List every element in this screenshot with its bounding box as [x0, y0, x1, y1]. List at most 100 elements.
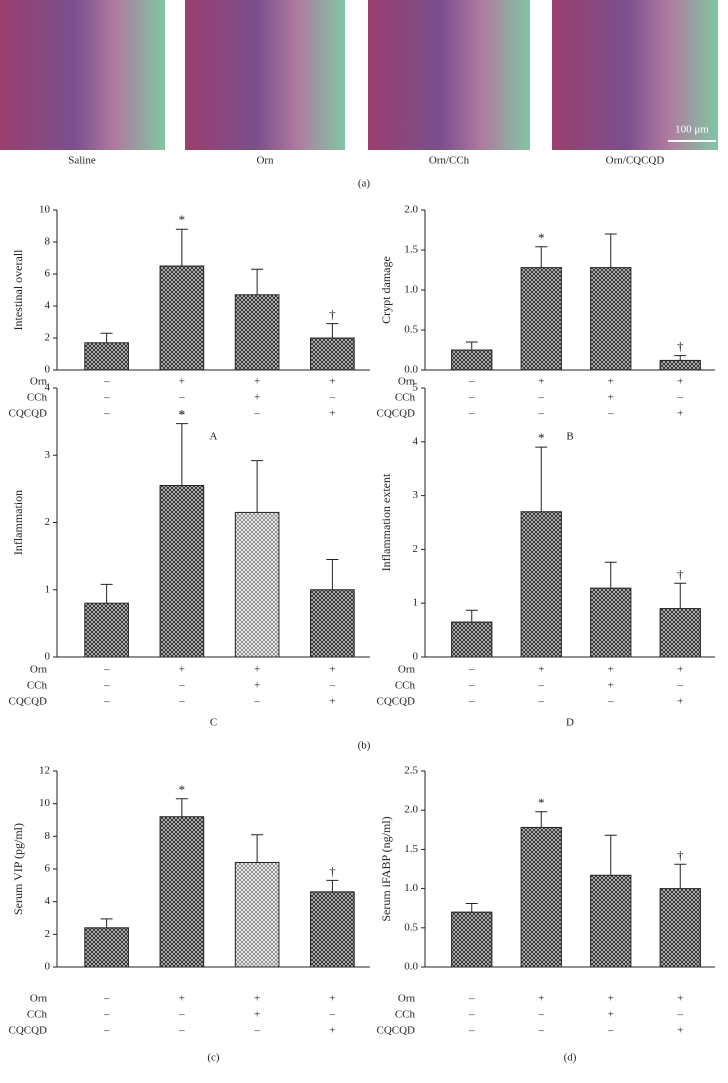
bar — [234, 861, 280, 968]
treatment-sign: + — [329, 1025, 335, 1037]
treatment-sign: – — [253, 1025, 260, 1037]
treatment-name: CCh — [395, 1009, 416, 1021]
treatment-sign: + — [179, 376, 185, 388]
error-bar — [535, 811, 548, 828]
y-tick-label: 3 — [413, 489, 419, 501]
bar — [590, 587, 632, 658]
y-tick-label: 1.0 — [404, 284, 418, 296]
bar — [451, 911, 493, 968]
treatment-sign: – — [468, 1009, 475, 1021]
image-label: Orn/CQCQD — [606, 155, 665, 167]
treatment-sign: + — [608, 376, 614, 388]
error-bar — [100, 583, 113, 604]
treatment-sign: – — [103, 392, 110, 404]
y-tick-label: 1 — [45, 583, 51, 595]
y-tick-label: 4 — [413, 435, 419, 447]
treatment-sign: – — [103, 696, 110, 708]
treatment-sign: – — [329, 680, 336, 692]
treatment-sign: + — [329, 408, 335, 420]
bar-chart: 01234Inflammation–––*+––++–+–+OrnCChCQCQ… — [8, 382, 370, 729]
significance-marker: * — [179, 407, 186, 422]
bar — [451, 621, 493, 658]
bar — [84, 602, 129, 658]
significance-marker: † — [677, 847, 684, 862]
treatment-sign: – — [538, 680, 545, 692]
y-tick-label: 5 — [413, 382, 419, 394]
y-axis-label: Inflammation extent — [379, 473, 393, 571]
panel-label: (d) — [564, 1052, 577, 1064]
error-bar — [674, 863, 687, 889]
treatment-name: CQCQD — [8, 696, 47, 708]
treatment-sign: + — [254, 680, 260, 692]
y-tick-label: 8 — [45, 236, 51, 248]
error-bar — [326, 879, 339, 892]
significance-marker: † — [329, 307, 336, 322]
treatment-sign: – — [538, 1025, 545, 1037]
micrograph — [552, 0, 718, 150]
error-bar — [604, 233, 617, 268]
treatment-sign: – — [538, 696, 545, 708]
error-bar — [175, 228, 188, 266]
y-tick-label: 0.5 — [404, 324, 418, 336]
treatment-sign: – — [677, 680, 684, 692]
treatment-name: CQCQD — [376, 408, 415, 420]
micrographs: 100 μm — [0, 0, 718, 150]
treatment-sign: – — [468, 1025, 475, 1037]
treatment-sign: + — [677, 696, 683, 708]
treatment-sign: – — [677, 1009, 684, 1021]
treatment-sign: + — [179, 664, 185, 676]
treatment-name: Orn — [398, 376, 416, 388]
scale-bar-label: 100 μm — [675, 124, 709, 136]
bar — [659, 888, 701, 968]
treatment-name: Orn — [398, 664, 416, 676]
bar — [310, 337, 355, 371]
bar-chart: 0.0 0.5 1.0 1.5 2.0 2.5 Serum iFABP (ng/ml) – – –… — [376, 765, 715, 1064]
micrograph — [368, 0, 530, 150]
treatment-sign: + — [329, 664, 335, 676]
treatment-sign: – — [329, 1009, 336, 1021]
treatment-sign: + — [608, 680, 614, 692]
bar — [590, 267, 632, 371]
treatment-sign: + — [677, 664, 683, 676]
bar — [84, 342, 129, 371]
bar — [520, 826, 562, 968]
significance-marker: * — [538, 230, 545, 245]
treatment-name: CQCQD — [376, 1025, 415, 1037]
bar-chart: 0.0 0.5 1.0 1.5 2.0 Crypt damage – – – * + – – + + – † + –… — [376, 204, 715, 443]
y-tick-label: 1 — [413, 597, 419, 609]
y-tick-label: 0 — [45, 651, 51, 663]
error-bar — [535, 246, 548, 268]
significance-marker: † — [329, 863, 336, 878]
treatment-sign: – — [178, 1025, 185, 1037]
treatment-name: Orn — [30, 993, 48, 1005]
treatment-sign: – — [103, 1009, 110, 1021]
y-tick-label: 2.5 — [404, 765, 418, 777]
treatment-sign: + — [254, 392, 260, 404]
bar — [520, 267, 562, 371]
treatment-sign: – — [178, 408, 185, 420]
treatment-sign: – — [607, 696, 614, 708]
significance-marker: * — [538, 795, 545, 810]
panel-label: (c) — [207, 1052, 220, 1064]
treatment-sign: – — [607, 408, 614, 420]
treatment-name: CCh — [27, 680, 48, 692]
error-bar — [604, 561, 617, 589]
y-tick-label: 12 — [39, 765, 50, 777]
treatment-name: Orn — [30, 376, 48, 388]
treatment-name: Orn — [398, 993, 416, 1005]
y-tick-label: 10 — [39, 204, 51, 216]
significance-marker: † — [677, 339, 684, 354]
treatment-sign: + — [677, 376, 683, 388]
error-bar — [175, 798, 188, 817]
y-tick-label: 4 — [45, 895, 51, 907]
group-label: (a) — [358, 178, 371, 190]
treatment-sign: – — [103, 993, 110, 1005]
error-bar — [251, 834, 264, 863]
bar — [659, 359, 701, 371]
error-bar — [465, 609, 478, 623]
y-tick-label: 0.0 — [404, 364, 418, 376]
error-bar — [251, 460, 264, 513]
treatment-sign: – — [468, 408, 475, 420]
treatment-sign: + — [329, 993, 335, 1005]
